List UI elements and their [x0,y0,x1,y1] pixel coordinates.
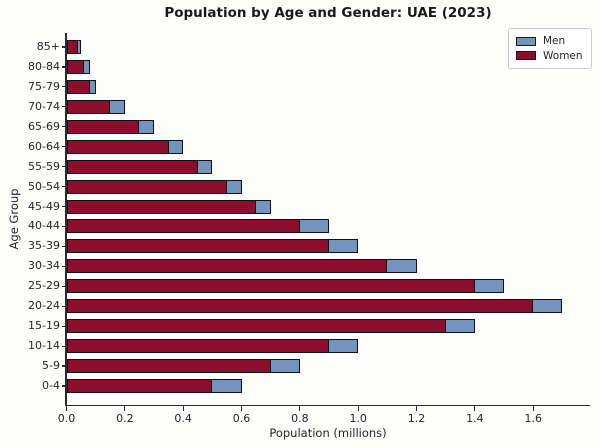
y-tick-label: 15-19 [28,319,60,333]
legend-label-men: Men [543,35,566,48]
men-series-swatch [516,36,536,46]
x-tick-mark [357,406,359,411]
x-tick-mark [182,406,184,411]
legend-label-women: Women [543,49,583,62]
y-tick-mark [62,146,66,148]
x-tick-label: 0.4 [174,412,192,425]
bar-women-70-74 [66,99,111,114]
y-tick-mark [62,225,66,228]
y-tick-label: 5-9 [42,359,60,373]
x-tick-label: 1.2 [407,412,426,425]
bar-women-85+ [66,40,79,54]
y-tick-mark [62,166,66,168]
x-tick-mark [299,406,301,411]
y-tick-mark [62,66,66,68]
bar-women-0-4 [66,378,213,393]
bar-women-25-29 [66,279,475,294]
chart-title: Population by Age and Gender: UAE (2023) [164,5,492,21]
y-tick-label: 30-34 [28,259,60,273]
y-tick-mark [62,46,66,48]
bar-women-30-34 [66,259,388,274]
bar-women-75-79 [66,79,90,94]
x-tick-label: 0.2 [116,412,134,425]
x-tick-label: 0.6 [232,412,251,425]
y-tick-label: 0-4 [42,378,60,392]
y-tick-label: 60-64 [28,139,60,153]
x-axis-spine [65,405,591,407]
y-tick-label: 20-24 [28,299,60,313]
y-tick-mark [62,106,66,108]
bar-women-60-64 [66,139,169,154]
x-tick-label: 1.6 [524,412,542,425]
x-tick-mark [474,406,476,411]
y-axis-spine [65,33,67,406]
y-tick-label: 10-14 [28,339,60,353]
y-tick-label: 80-84 [28,59,60,73]
bar-women-55-59 [66,159,198,174]
y-tick-mark [62,345,66,347]
bar-women-15-19 [66,319,446,334]
bar-women-35-39 [66,239,330,254]
y-tick-mark [62,265,66,267]
y-tick-label: 25-29 [28,279,60,293]
y-tick-mark [62,86,66,88]
bar-women-10-14 [66,339,330,354]
y-tick-mark [62,285,66,287]
x-tick-mark [124,406,126,411]
legend: Men Women [508,28,592,69]
women-series-swatch [516,51,536,61]
legend-entry-women: Women [516,49,584,64]
y-tick-mark [62,245,66,247]
x-tick-mark [65,406,68,411]
x-tick-mark [532,406,534,411]
y-tick-label: 55-59 [28,159,60,173]
x-tick-label: 1.0 [349,412,367,425]
y-tick-label: 35-39 [28,239,60,253]
y-tick-label: 85+ [36,40,60,53]
bar-women-45-49 [66,199,257,214]
legend-entry-men: Men [516,34,584,49]
y-tick-label: 75-79 [28,79,60,93]
y-tick-label: 65-69 [28,119,60,133]
x-tick-mark [415,406,418,411]
bar-women-5-9 [66,359,271,374]
y-tick-mark [62,126,66,128]
bar-women-20-24 [66,299,534,314]
y-tick-label: 40-44 [28,219,60,233]
y-tick-mark [62,185,66,188]
x-tick-label: 0.8 [291,412,309,425]
y-tick-mark [62,365,66,367]
y-tick-label: 70-74 [28,99,60,113]
y-tick-mark [62,325,66,327]
x-tick-label: 0.0 [57,412,76,425]
y-tick-label: 50-54 [28,179,60,193]
bar-women-40-44 [66,219,300,234]
bar-women-50-54 [66,179,227,194]
bar-women-80-84 [66,59,84,74]
y-tick-label: 45-49 [28,199,60,213]
x-tick-mark [240,406,243,411]
bar-women-65-69 [66,119,140,134]
y-tick-mark [62,205,66,208]
y-tick-mark [62,305,66,307]
y-tick-mark [62,385,66,387]
x-axis-title: Population (millions) [269,426,387,440]
x-tick-label: 1.4 [466,412,484,425]
